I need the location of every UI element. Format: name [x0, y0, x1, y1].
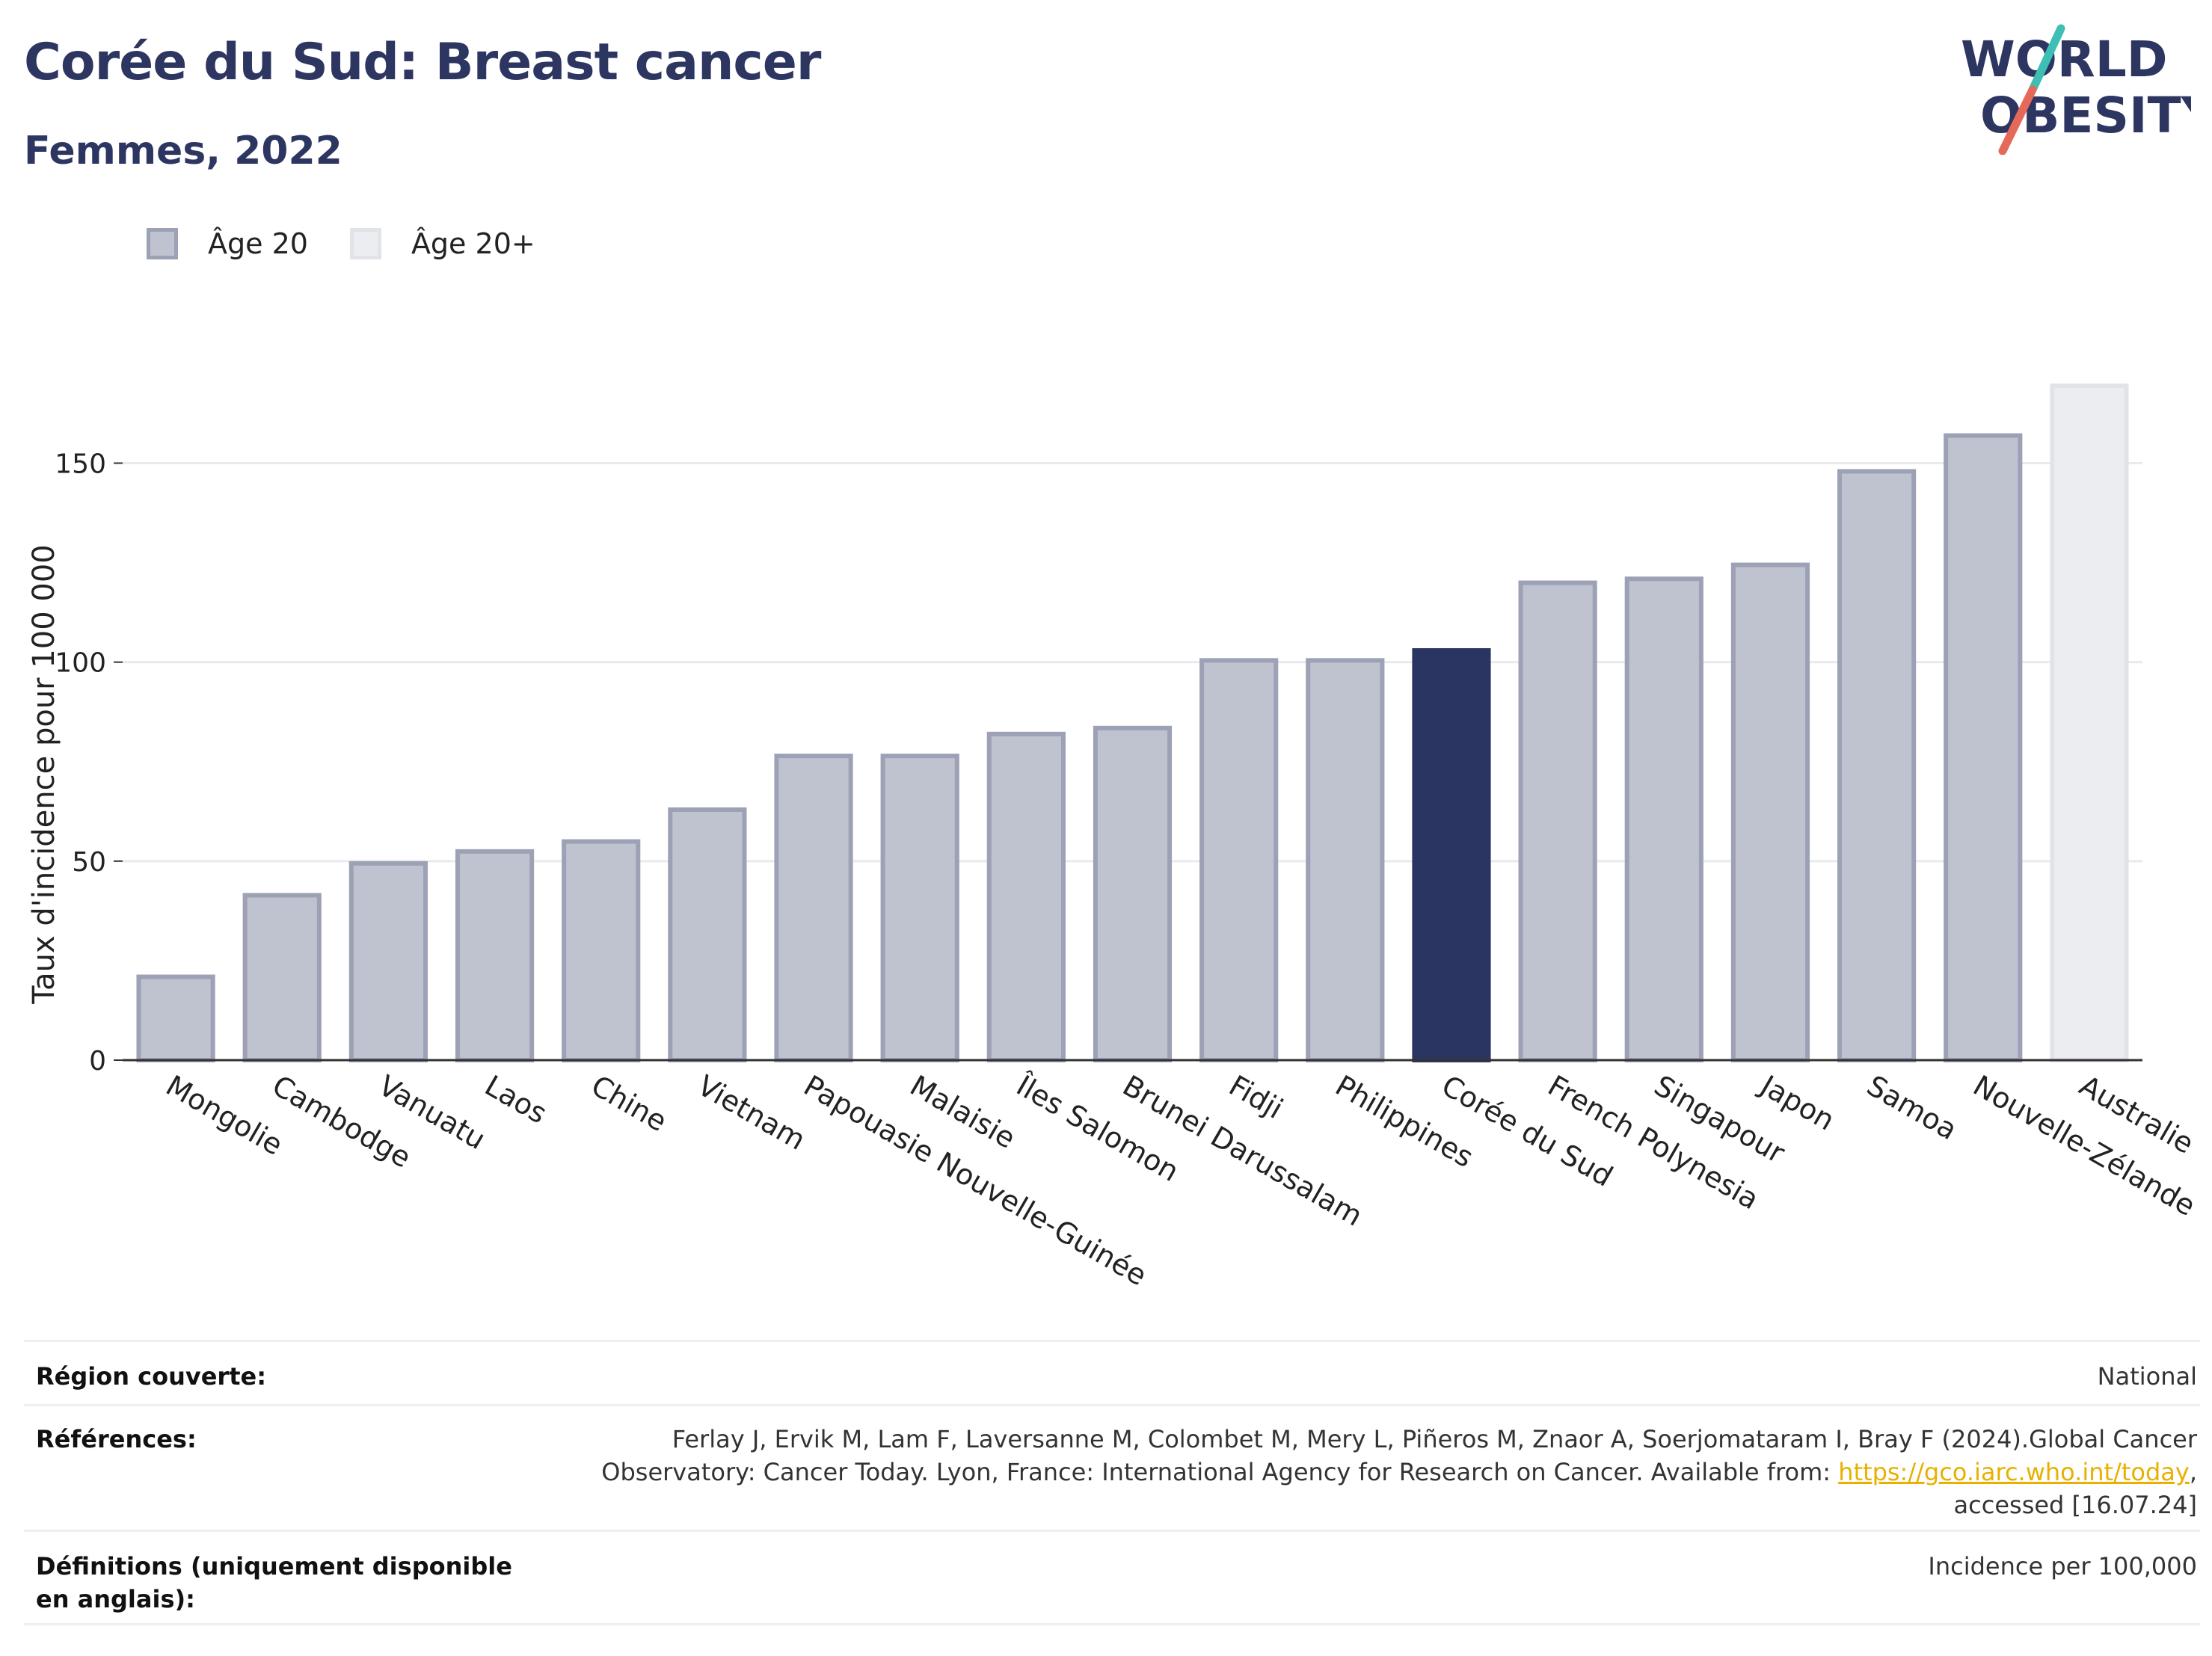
- references-text-line2: Observatory: Cancer Today. Lyon, France:…: [601, 1458, 1839, 1486]
- y-tick-label: 0: [89, 1046, 106, 1077]
- x-tick-label: Vietnam: [692, 1069, 811, 1157]
- bar[interactable]: [986, 731, 1066, 1062]
- definitions-value: Incidence per 100,000: [1928, 1552, 2197, 1580]
- bar[interactable]: [1944, 433, 2023, 1062]
- footer-row-region: Région couverte: National: [24, 1340, 2200, 1404]
- bar[interactable]: [774, 754, 853, 1063]
- references-text-line2-end: ,: [2189, 1458, 2197, 1486]
- bar[interactable]: [668, 807, 747, 1063]
- x-tick-label: Chine: [586, 1069, 672, 1138]
- logo-slash-coral: [1998, 85, 2037, 155]
- region-value: National: [2097, 1362, 2197, 1391]
- bar[interactable]: [1518, 580, 1597, 1062]
- bar[interactable]: [1199, 658, 1279, 1062]
- x-tick-label: Laos: [479, 1069, 553, 1130]
- bar[interactable]: [348, 861, 428, 1062]
- footer-row-references: Références: Ferlay J, Ervik M, Lam F, La…: [24, 1404, 2200, 1530]
- logo-slash-teal: [2028, 24, 2065, 94]
- axes: [114, 462, 2142, 1062]
- chart-footer: Région couverte: National Références: Fe…: [24, 1340, 2200, 1625]
- legend-item-age20plus[interactable]: Âge 20+: [349, 227, 535, 260]
- legend-label-age20: Âge 20: [208, 227, 308, 260]
- bar[interactable]: [1306, 658, 1385, 1062]
- x-tick-label: Mongolie: [161, 1069, 289, 1162]
- footer-row-definitions: Définitions (uniquement disponible en an…: [24, 1530, 2200, 1625]
- bars: [136, 384, 2129, 1063]
- y-tick-label: 100: [55, 648, 106, 679]
- bar[interactable]: [1624, 576, 1703, 1062]
- references-link[interactable]: https://gco.iarc.who.int/today: [1838, 1458, 2190, 1486]
- legend-label-age20plus: Âge 20+: [411, 227, 535, 260]
- y-axis-title: Taux d'incidence pour 100 000: [27, 544, 61, 1004]
- chart-title: Corée du Sud: Breast cancer: [24, 33, 821, 92]
- bar[interactable]: [242, 893, 322, 1062]
- references-label: Références:: [36, 1425, 197, 1453]
- bar[interactable]: [1730, 562, 1810, 1062]
- bar[interactable]: [136, 974, 215, 1062]
- bar[interactable]: [1412, 648, 1491, 1062]
- bar[interactable]: [1837, 469, 1917, 1062]
- legend-swatch-age20: [147, 228, 178, 259]
- x-tick-label: Fidji: [1223, 1069, 1288, 1126]
- bar[interactable]: [455, 849, 535, 1062]
- references-text-line1: Ferlay J, Ervik M, Lam F, Laversanne M, …: [672, 1425, 2197, 1453]
- bar[interactable]: [880, 754, 959, 1063]
- world-obesity-logo[interactable]: WORLD OBESITY: [1959, 24, 2191, 155]
- bar[interactable]: [562, 839, 641, 1062]
- chart-subtitle: Femmes, 2022: [24, 129, 342, 173]
- logo-text-world: WORLD: [1961, 31, 2168, 88]
- references-text-line3: accessed [16.07.24]: [1953, 1491, 2197, 1519]
- references-value: Ferlay J, Ervik M, Lam F, Laversanne M, …: [601, 1423, 2200, 1521]
- chart-legend: Âge 20 Âge 20+: [147, 221, 577, 266]
- x-tick-label: Samoa: [1861, 1069, 1962, 1147]
- logo-text-obesity: OBESITY: [1980, 87, 2191, 144]
- bar[interactable]: [2050, 384, 2129, 1062]
- legend-item-age20[interactable]: Âge 20: [147, 227, 308, 260]
- definitions-label: Définitions (uniquement disponible en an…: [36, 1552, 512, 1613]
- bar[interactable]: [1093, 725, 1173, 1063]
- y-tick-label: 50: [72, 847, 106, 878]
- region-label: Région couverte:: [36, 1362, 266, 1391]
- legend-swatch-age20plus: [349, 228, 381, 259]
- y-tick-label: 150: [55, 449, 106, 479]
